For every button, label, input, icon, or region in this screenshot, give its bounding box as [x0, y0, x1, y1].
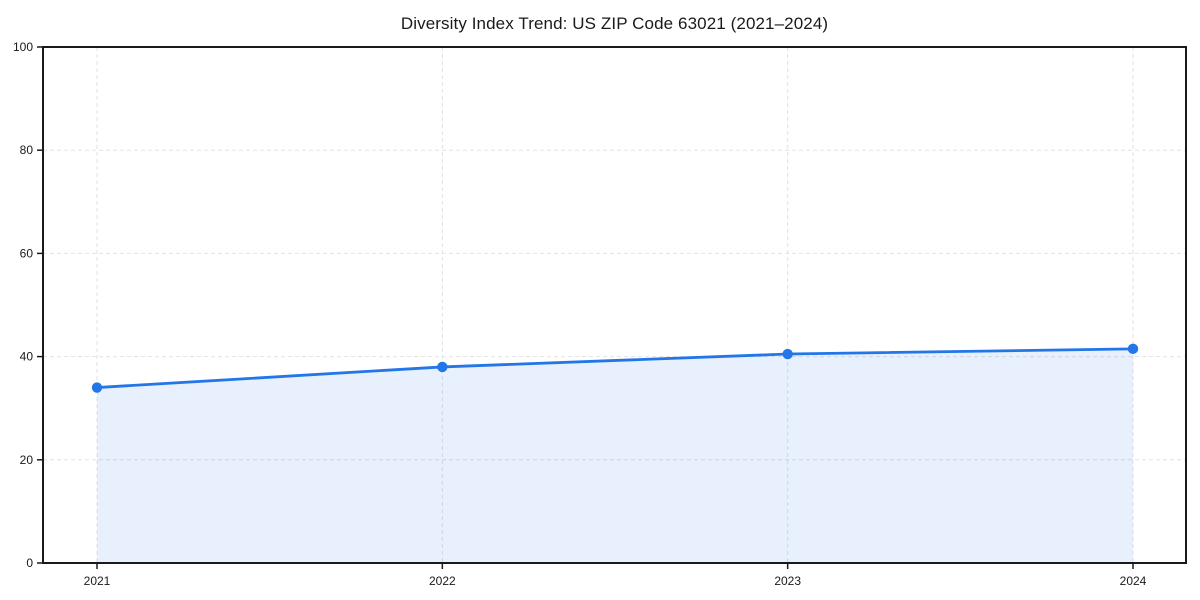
data-point-2022 [437, 361, 448, 373]
x-tick-label: 2024 [1120, 574, 1147, 588]
data-point-2024 [1127, 343, 1139, 355]
area-fill [97, 348, 1133, 563]
x-tick-label: 2021 [84, 574, 111, 588]
x-tick-label: 2022 [429, 574, 456, 588]
plot-area-border [42, 46, 1187, 564]
y-tick-label: 80 [20, 143, 34, 157]
y-tick-label: 40 [20, 350, 34, 364]
chart-title: Diversity Index Trend: US ZIP Code 63021… [400, 14, 829, 33]
data-point-2023 [782, 348, 793, 360]
y-tick-label: 0 [26, 556, 33, 570]
y-tick-label: 60 [20, 246, 34, 260]
y-tick-label: 20 [20, 453, 34, 467]
x-tick-label: 2023 [774, 574, 801, 588]
trend-line [95, 347, 1135, 389]
y-tick-label: 100 [13, 40, 33, 54]
data-point-2021 [91, 382, 103, 393]
